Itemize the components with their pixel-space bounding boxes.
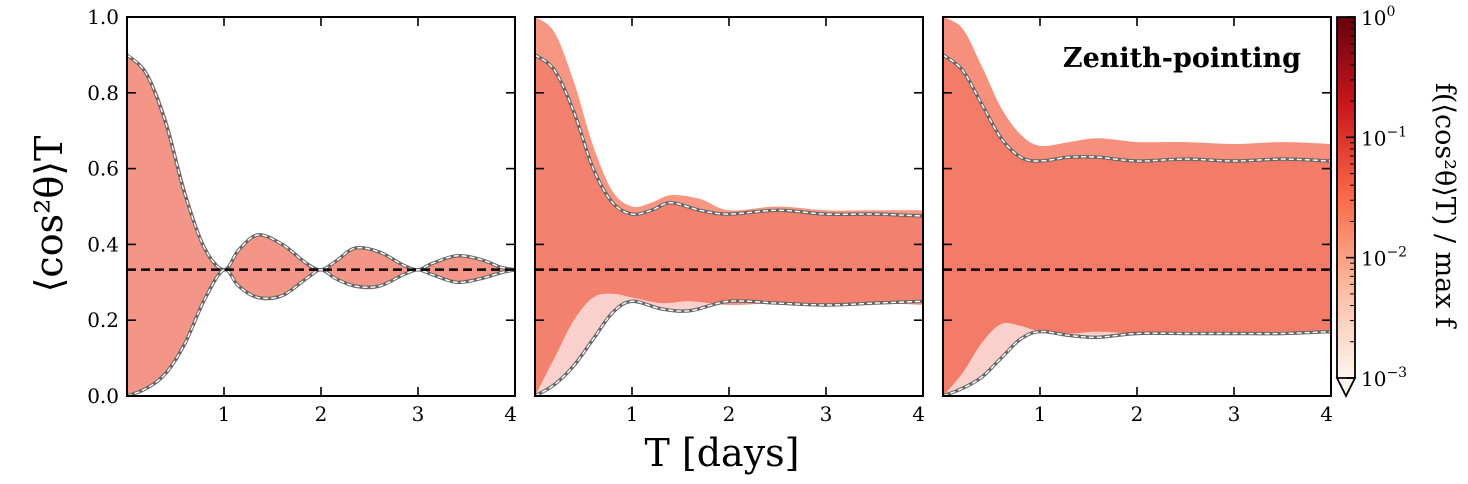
density-envelope [127,54,515,396]
y-tick-label: 0.8 [87,81,119,105]
x-tick-label: 1 [218,402,231,426]
quantile-lower-dash [535,300,923,396]
colorbar: 100 10−1 10−2 10−3 [1335,4,1407,399]
density-envelope [535,17,923,396]
colorbar-extend-arrow [1335,377,1357,399]
x-tick-label: 3 [1228,402,1241,426]
y-tick-label: 0.6 [87,157,119,181]
y-tick-label: 0.0 [87,384,119,408]
x-tick-label: 4 [1320,402,1333,426]
panel-3: 1 2 3 4 Zenith-pointing [942,16,1333,426]
quantile-upper-dash [943,54,1331,162]
x-tick-label: 3 [820,402,833,426]
panel-2: 1 2 3 4 [534,16,925,426]
plot-area [535,17,923,396]
panel-1: 0.0 0.2 0.4 0.6 0.8 1.0 1 2 3 4 [87,5,517,426]
plot-area [127,53,515,396]
y-tick-label: 0.2 [87,308,119,332]
quantile-lower-dash [127,268,515,396]
x-tick-label: 3 [412,402,425,426]
density-core [127,54,515,396]
x-tick-label: 4 [504,402,517,426]
colorbar-tick-label: 100 [1361,4,1395,30]
x-tick-label: 2 [1131,402,1144,426]
colorbar-tick-label: 10−1 [1361,124,1407,150]
y-tick-label: 1.0 [87,5,119,29]
density-core [943,54,1331,396]
x-tick-label: 2 [723,402,736,426]
panel-annotation: Zenith-pointing [1063,43,1301,74]
x-axis-label: T [days] [644,431,799,475]
quantile-upper-dash [535,54,923,217]
x-tick-label: 1 [626,402,639,426]
colorbar-label: f(⟨cos²θ⟩T) / max f [1429,83,1460,329]
density-core [535,54,923,396]
x-tick-label: 2 [315,402,328,426]
plot-area [943,17,1331,396]
svg-text:f(⟨cos²θ⟩T) / max f: f(⟨cos²θ⟩T) / max f [1429,83,1460,329]
colorbar-gradient [1337,17,1355,378]
density-envelope [943,17,1331,396]
y-tick-label: 0.4 [87,232,119,256]
quantile-lower-dash [943,330,1331,396]
colorbar-tick-label: 10−2 [1361,245,1407,271]
colorbar-tick-label: 10−3 [1361,365,1407,391]
y-axis-label: ⟨cos²θ⟩T [27,136,71,293]
x-tick-label: 1 [1034,402,1047,426]
x-tick-label: 4 [912,402,925,426]
svg-text:⟨cos²θ⟩T: ⟨cos²θ⟩T [27,136,71,293]
panels: 0.0 0.2 0.4 0.6 0.8 1.0 1 2 3 4 1 2 3 4 1 2 3 4 Zenith-poi… [87,5,1333,426]
